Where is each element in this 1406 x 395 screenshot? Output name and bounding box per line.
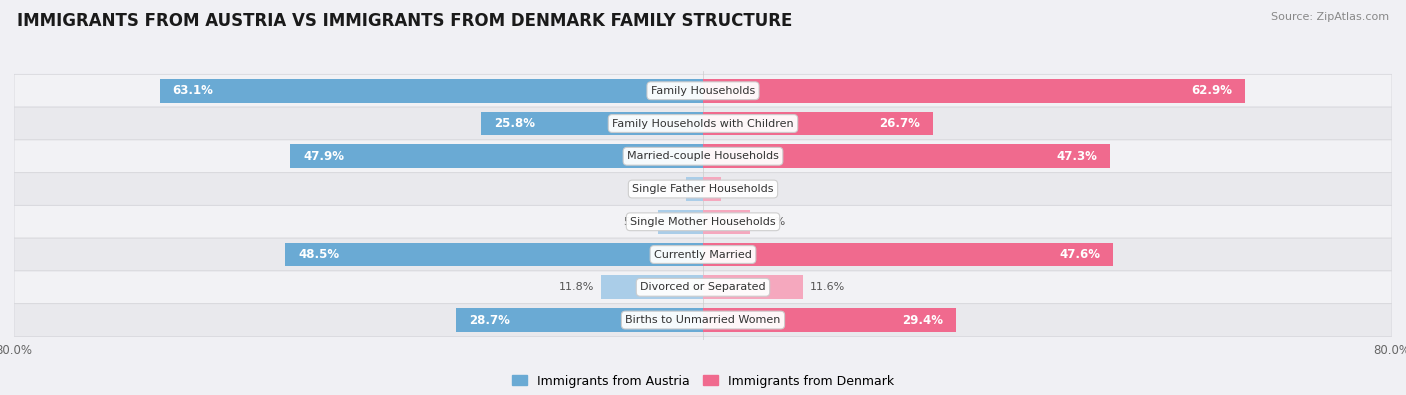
Text: 29.4%: 29.4% [903,314,943,327]
Bar [291,145,703,168]
Text: Source: ZipAtlas.com: Source: ZipAtlas.com [1271,12,1389,22]
Bar [456,308,703,332]
Text: 47.3%: 47.3% [1056,150,1098,163]
FancyBboxPatch shape [14,107,1392,140]
Text: Married-couple Households: Married-couple Households [627,151,779,161]
Bar [703,79,1244,103]
Legend: Immigrants from Austria, Immigrants from Denmark: Immigrants from Austria, Immigrants from… [508,370,898,393]
Bar [703,112,934,135]
Text: 5.2%: 5.2% [623,217,651,227]
Text: IMMIGRANTS FROM AUSTRIA VS IMMIGRANTS FROM DENMARK FAMILY STRUCTURE: IMMIGRANTS FROM AUSTRIA VS IMMIGRANTS FR… [17,12,792,30]
Bar [285,243,703,266]
Text: 5.5%: 5.5% [758,217,786,227]
Text: Births to Unmarried Women: Births to Unmarried Women [626,315,780,325]
FancyBboxPatch shape [14,271,1392,304]
Text: 11.6%: 11.6% [810,282,845,292]
Text: 62.9%: 62.9% [1191,84,1232,97]
FancyBboxPatch shape [14,173,1392,205]
FancyBboxPatch shape [14,304,1392,337]
Bar [703,308,956,332]
Bar [602,275,703,299]
FancyBboxPatch shape [14,140,1392,173]
FancyBboxPatch shape [14,238,1392,271]
Text: 11.8%: 11.8% [560,282,595,292]
Text: 63.1%: 63.1% [173,84,214,97]
Bar [703,145,1111,168]
Bar [703,210,751,233]
Bar [481,112,703,135]
Text: 48.5%: 48.5% [298,248,339,261]
Text: Currently Married: Currently Married [654,250,752,260]
Bar [160,79,703,103]
Text: 2.0%: 2.0% [651,184,679,194]
FancyBboxPatch shape [14,74,1392,107]
Text: 25.8%: 25.8% [494,117,534,130]
Bar [658,210,703,233]
Text: Divorced or Separated: Divorced or Separated [640,282,766,292]
Bar [703,177,721,201]
Text: 26.7%: 26.7% [879,117,920,130]
Text: Single Mother Households: Single Mother Households [630,217,776,227]
Text: 47.9%: 47.9% [304,150,344,163]
Bar [703,243,1114,266]
Text: 47.6%: 47.6% [1059,248,1099,261]
Bar [686,177,703,201]
Text: Family Households with Children: Family Households with Children [612,118,794,128]
Text: 28.7%: 28.7% [468,314,509,327]
Text: Family Households: Family Households [651,86,755,96]
Bar [703,275,803,299]
Text: 2.1%: 2.1% [728,184,756,194]
Text: Single Father Households: Single Father Households [633,184,773,194]
FancyBboxPatch shape [14,205,1392,238]
